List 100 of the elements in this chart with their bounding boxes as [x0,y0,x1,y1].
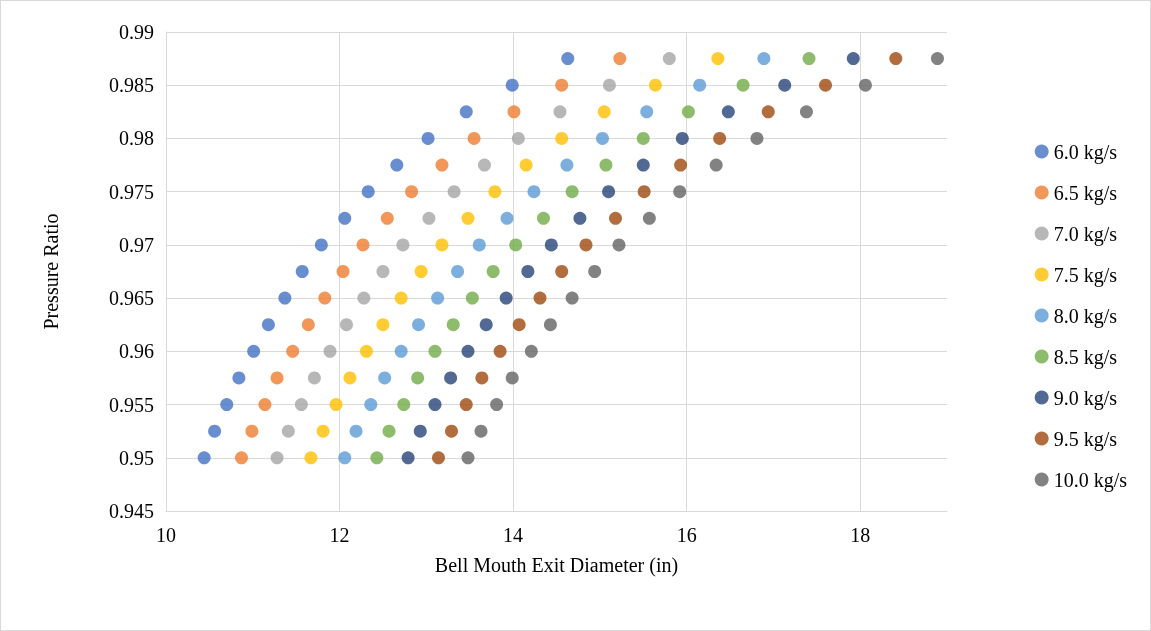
point [444,371,458,385]
point [819,78,833,92]
point [356,238,370,252]
point [461,451,475,465]
point [378,371,392,385]
point [270,451,284,465]
point [505,78,519,92]
point [474,424,488,438]
y-tick-label: 0.945 [109,500,154,522]
point [472,238,486,252]
point [340,318,353,332]
point [602,185,616,199]
y-tick-label: 0.99 [119,21,154,43]
point [512,318,526,332]
point [278,291,292,305]
point [613,52,627,66]
point [318,291,332,305]
point [511,131,525,145]
point [588,265,602,278]
point [401,451,415,465]
legend-label: 8.5 kg/s [1053,345,1118,369]
point [693,78,707,92]
point [435,238,449,252]
point [648,78,662,92]
point [736,78,750,92]
point [329,398,343,412]
y-tick-label: 0.96 [119,340,154,363]
point [674,158,688,172]
x-tick-label: 10 [156,524,176,546]
legend-label: 6.0 kg/s [1053,140,1118,164]
point [286,344,300,358]
point [247,344,261,358]
legend-label: 6.5 kg/s [1053,181,1118,205]
point [364,398,378,412]
point [390,158,404,172]
point [359,344,373,358]
x-tick-label: 14 [503,524,524,546]
legend-label: 9.5 kg/s [1053,427,1118,451]
point [930,52,944,66]
point [507,105,521,119]
point [281,424,295,438]
point [220,398,234,412]
point [396,238,410,252]
point [709,158,723,172]
point [640,105,654,119]
y-tick-label: 0.975 [109,180,154,203]
point [197,451,211,465]
point [411,371,425,385]
point [889,52,903,66]
point [394,344,408,358]
y-tick-label: 0.955 [109,393,154,416]
y-tick-label: 0.985 [109,74,154,97]
point [637,185,651,199]
point [421,131,435,145]
point [555,131,569,145]
point [397,398,411,412]
point [721,105,735,119]
point [316,424,330,438]
point [499,291,513,305]
point [357,291,371,305]
point [479,318,493,332]
y-tick-label: 0.97 [119,233,154,256]
point [802,52,816,66]
point [477,158,491,172]
legend-label: 9.0 kg/s [1053,386,1118,410]
point [681,105,695,119]
point [846,52,860,66]
point [490,398,504,412]
point [573,211,587,225]
legend-label: 8.0 kg/s [1053,304,1118,328]
point [307,371,321,385]
point [524,344,538,358]
x-tick-label: 16 [676,524,697,546]
point [602,78,616,92]
point [459,398,473,412]
point [245,424,259,438]
point [435,158,449,172]
point [445,424,458,438]
point [533,291,547,305]
point [343,371,357,385]
point [294,398,308,412]
point [544,238,558,252]
point [304,451,318,465]
point [561,52,575,66]
point [459,105,473,119]
point [488,185,502,199]
point [314,238,328,252]
point [565,291,579,305]
point [560,158,574,172]
point [778,78,792,92]
point [447,185,461,199]
point [295,265,309,278]
point [675,131,689,145]
point [232,371,246,385]
y-axis-title: Pressure Ratio [40,213,62,330]
point [336,265,350,278]
point [413,424,427,438]
point [509,238,523,252]
legend-label: 10.0 kg/s [1053,468,1128,492]
point [349,424,363,438]
